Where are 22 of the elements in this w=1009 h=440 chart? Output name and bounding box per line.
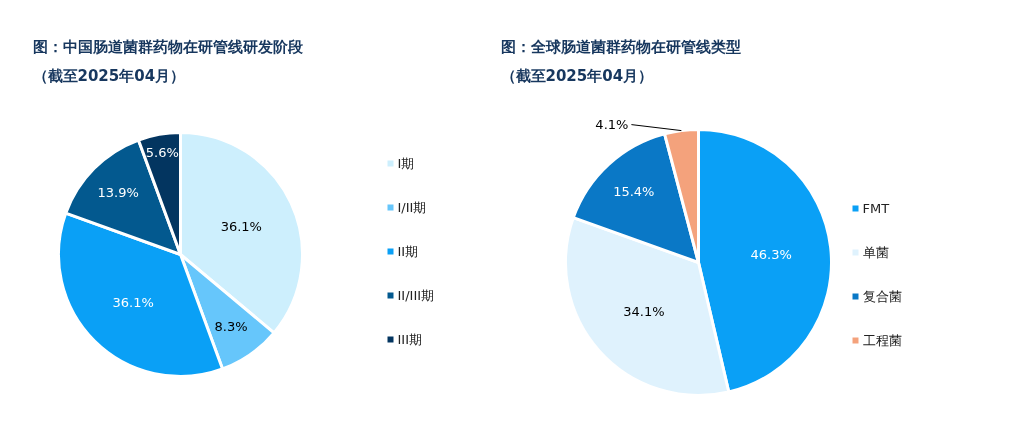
data-label: 4.1% xyxy=(595,117,629,133)
data-label: 36.1% xyxy=(112,294,154,310)
data-label: 36.1% xyxy=(220,218,262,234)
chart-subtitle: （截至2025年04月） xyxy=(500,66,654,85)
data-label: 8.3% xyxy=(214,318,248,334)
data-label: 13.9% xyxy=(97,185,139,201)
legend-label: 复合菌 xyxy=(862,289,902,304)
legend-label: 工程菌 xyxy=(862,333,902,348)
chart-subtitle: （截至2025年04月） xyxy=(32,66,186,85)
legend-label: FMT xyxy=(862,201,890,216)
legend-label: 单菌 xyxy=(862,245,889,260)
legend-label: III期 xyxy=(397,332,423,347)
data-label: 15.4% xyxy=(613,184,655,200)
legend-label: II/III期 xyxy=(397,288,435,303)
legend-label: I期 xyxy=(397,156,415,171)
legend-label: I/II期 xyxy=(397,200,427,215)
legend-label: II期 xyxy=(397,244,419,259)
data-label: 46.3% xyxy=(750,246,792,262)
chart-title: 图：全球肠道菌群药物在研管线类型 xyxy=(500,37,741,56)
data-label: 5.6% xyxy=(145,144,179,160)
chart-title: 图：中国肠道菌群药物在研管线研发阶段 xyxy=(32,37,304,56)
data-label: 34.1% xyxy=(623,303,665,319)
